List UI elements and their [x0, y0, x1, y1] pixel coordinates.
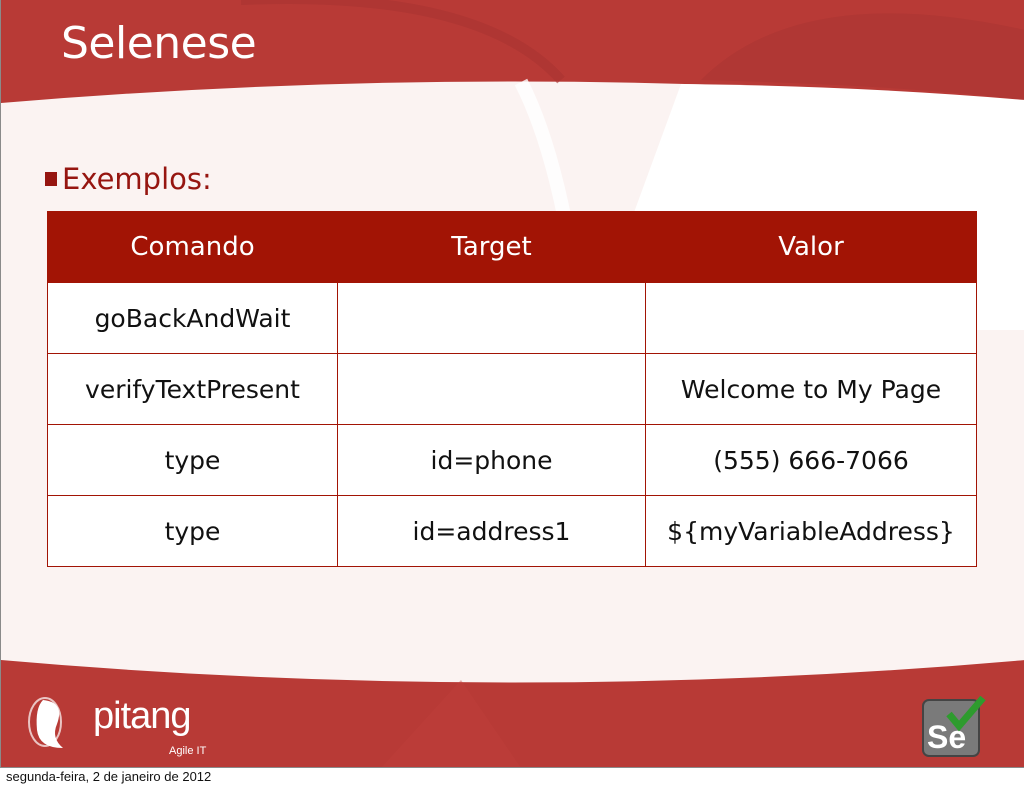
cell-target	[337, 353, 646, 425]
header-valor: Valor	[645, 211, 977, 283]
cell-valor: (555) 666-7066	[645, 424, 977, 496]
cell-comando: type	[47, 424, 338, 496]
cell-valor: ${myVariableAddress}	[645, 495, 977, 567]
cell-valor	[645, 282, 977, 354]
header-target: Target	[337, 211, 646, 283]
commands-table: Comando Target Valor goBackAndWait verif…	[47, 211, 977, 567]
pitang-tagline: Agile IT	[169, 745, 207, 757]
cell-valor: Welcome to My Page	[645, 353, 977, 425]
cell-comando: verifyTextPresent	[47, 353, 338, 425]
slide: Selenese Exemplos: Comando Target Valor …	[0, 0, 1024, 768]
cell-comando: goBackAndWait	[47, 282, 338, 354]
cell-target	[337, 282, 646, 354]
cell-target: id=address1	[337, 495, 646, 567]
slide-title: Selenese	[61, 18, 257, 69]
selenium-logo: Se	[922, 696, 986, 757]
bullet-item: Exemplos:	[45, 162, 212, 196]
table-row: type id=phone (555) 666-7066	[47, 424, 977, 496]
pitang-logo: pitang Agile IT	[28, 695, 207, 757]
bullet-text: Exemplos:	[62, 162, 212, 196]
bullet-square-icon	[45, 172, 57, 186]
cell-target: id=phone	[337, 424, 646, 496]
table-row: goBackAndWait	[47, 282, 977, 354]
pitang-wordmark: pitang	[93, 695, 191, 737]
cell-comando: type	[47, 495, 338, 567]
table-row: type id=address1 ${myVariableAddress}	[47, 495, 977, 567]
header-comando: Comando	[47, 211, 338, 283]
footer-date: segunda-feira, 2 de janeiro de 2012	[6, 769, 212, 784]
table-header-row: Comando Target Valor	[47, 211, 977, 283]
table-row: verifyTextPresent Welcome to My Page	[47, 353, 977, 425]
